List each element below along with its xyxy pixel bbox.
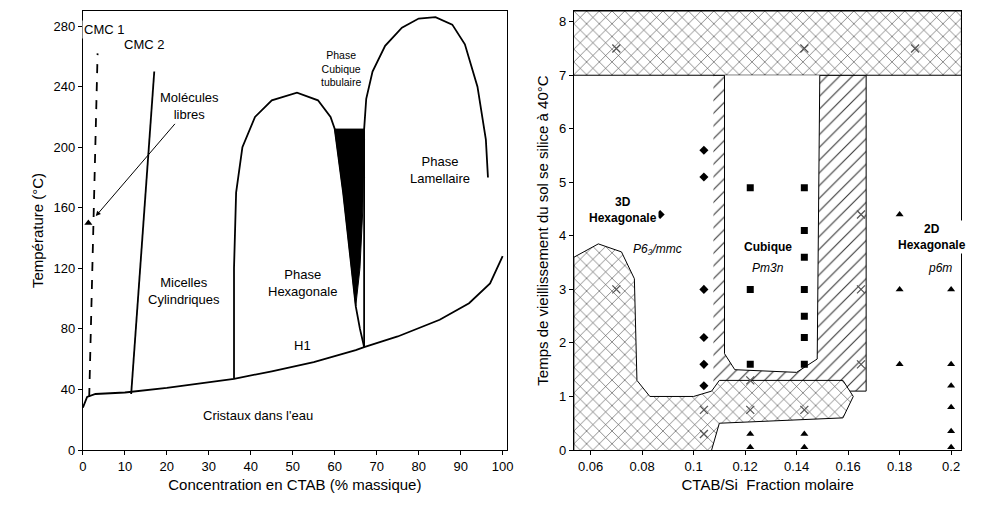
svg-text:0.08: 0.08 <box>629 459 654 474</box>
svg-text:Température (°C): Température (°C) <box>29 173 46 288</box>
svg-text:2DHexagonale: 2DHexagonale <box>898 222 966 252</box>
svg-text:5: 5 <box>559 175 566 190</box>
svg-text:Pm3n: Pm3n <box>752 261 784 275</box>
svg-text:40: 40 <box>244 459 258 474</box>
svg-text:CMC 2: CMC 2 <box>124 37 164 52</box>
svg-text:3DHexagonale: 3DHexagonale <box>589 195 657 225</box>
svg-text:70: 70 <box>369 459 383 474</box>
svg-text:100: 100 <box>492 459 514 474</box>
svg-text:80: 80 <box>411 459 425 474</box>
svg-text:0.14: 0.14 <box>784 459 809 474</box>
svg-text:0.16: 0.16 <box>835 459 860 474</box>
svg-text:PhaseCubiquetubulaire: PhaseCubiquetubulaire <box>321 49 361 88</box>
svg-text:0: 0 <box>79 459 86 474</box>
svg-text:40: 40 <box>61 382 75 397</box>
svg-text:0.06: 0.06 <box>578 459 603 474</box>
svg-text:160: 160 <box>54 200 76 215</box>
svg-text:CTAB/Si Fraction molaire: CTAB/Si Fraction molaire <box>682 476 854 493</box>
svg-text:7: 7 <box>559 68 566 83</box>
svg-text:0.1: 0.1 <box>685 459 703 474</box>
svg-text:120: 120 <box>54 261 76 276</box>
svg-text:1: 1 <box>559 389 566 404</box>
svg-text:Concentration en CTAB (% massi: Concentration en CTAB (% massique) <box>168 476 421 493</box>
svg-text:CMC 1: CMC 1 <box>84 22 124 37</box>
svg-text:PhaseLamellaire: PhaseLamellaire <box>410 154 470 186</box>
svg-text:2: 2 <box>559 335 566 350</box>
svg-text:0: 0 <box>68 443 75 458</box>
svg-text:10: 10 <box>118 459 132 474</box>
svg-text:200: 200 <box>54 140 76 155</box>
svg-text:Temps de vieillissement du sol: Temps de vieillissement du sol se silice… <box>534 75 551 385</box>
svg-text:60: 60 <box>328 459 342 474</box>
svg-text:3: 3 <box>559 282 566 297</box>
svg-text:6: 6 <box>559 121 566 136</box>
svg-text:50: 50 <box>286 459 300 474</box>
svg-text:Cristaux dans l'eau: Cristaux dans l'eau <box>203 408 313 423</box>
svg-text:20: 20 <box>160 459 174 474</box>
svg-text:8: 8 <box>559 14 566 29</box>
svg-text:0.2: 0.2 <box>942 459 960 474</box>
svg-text:30: 30 <box>202 459 216 474</box>
svg-text:MicellesCylindriques: MicellesCylindriques <box>148 275 220 307</box>
svg-text:4: 4 <box>559 228 566 243</box>
svg-text:PhaseHexagonale: PhaseHexagonale <box>268 267 337 299</box>
svg-text:240: 240 <box>54 79 76 94</box>
svg-text:80: 80 <box>61 321 75 336</box>
svg-text:P6₃/mmc: P6₃/mmc <box>633 242 682 256</box>
svg-text:H1: H1 <box>294 338 311 353</box>
svg-text:0.18: 0.18 <box>887 459 912 474</box>
svg-text:90: 90 <box>453 459 467 474</box>
svg-text:280: 280 <box>54 19 76 34</box>
svg-text:Moléculeslibres: Moléculeslibres <box>160 90 219 122</box>
svg-text:Cubique: Cubique <box>744 240 792 254</box>
svg-text:p6m: p6m <box>928 261 952 275</box>
svg-text:0.12: 0.12 <box>732 459 757 474</box>
svg-text:0: 0 <box>559 443 566 458</box>
